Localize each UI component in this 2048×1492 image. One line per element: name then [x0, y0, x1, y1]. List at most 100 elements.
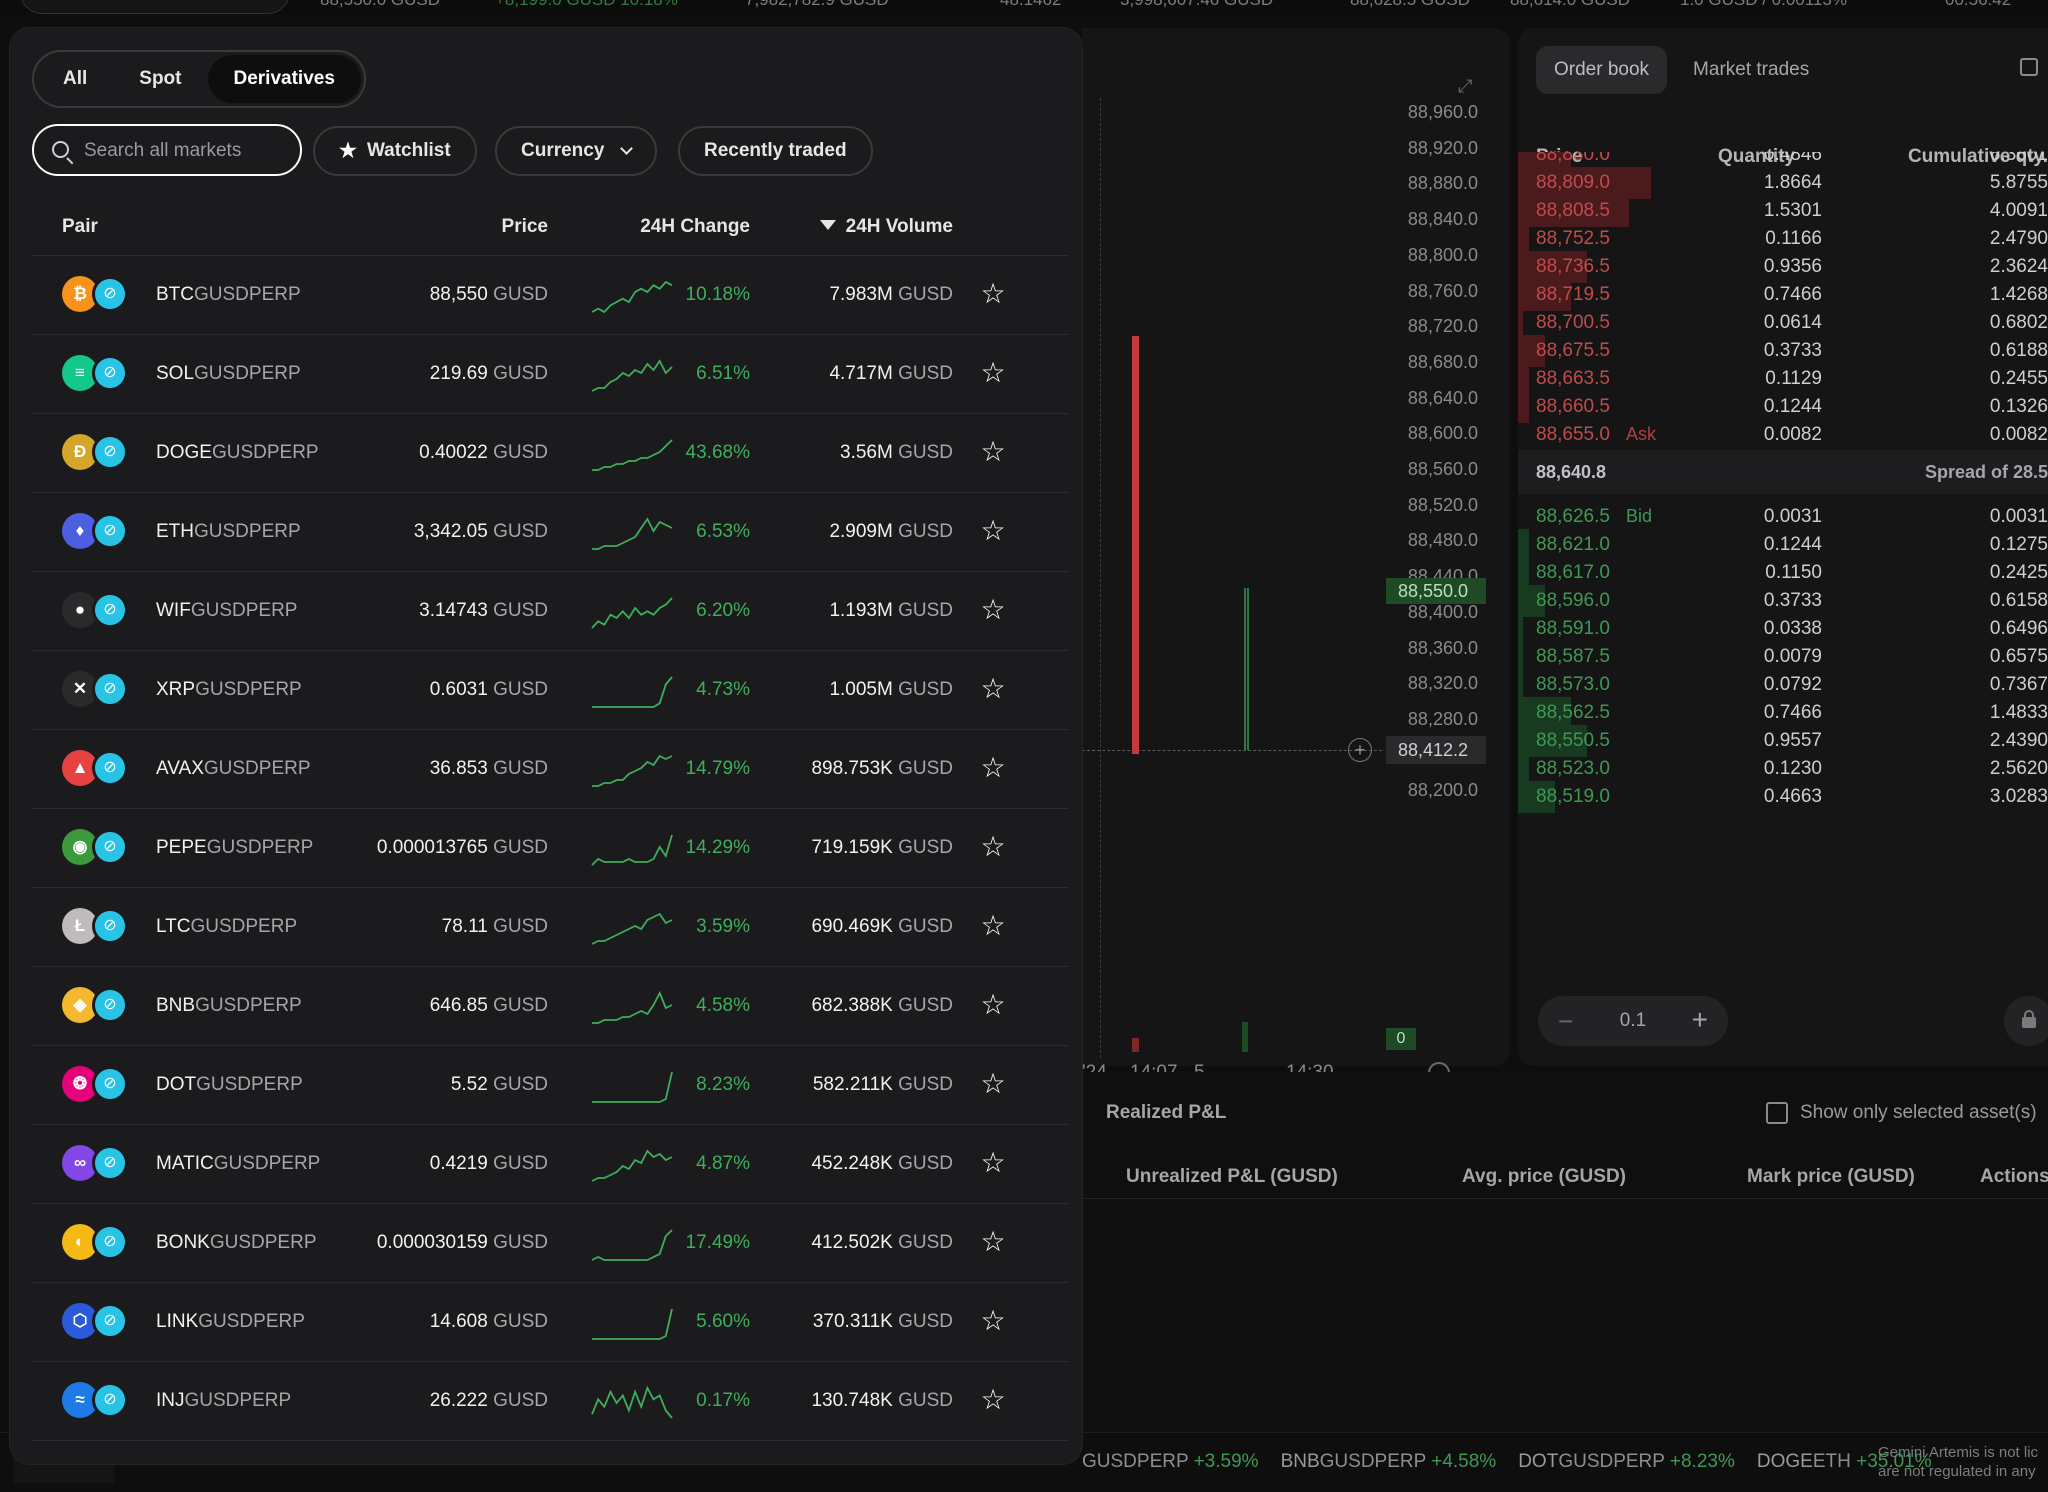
- bid-row[interactable]: 88,591.0 0.0338 0.6496: [1518, 610, 2048, 646]
- bid-row[interactable]: 88,587.5 0.0079 0.6575: [1518, 638, 2048, 674]
- expand-icon[interactable]: ⤢: [1458, 76, 1473, 96]
- ticker-item[interactable]: DOGEETH +35.01%: [1757, 1451, 1932, 1472]
- star-icon[interactable]: ☆: [980, 1226, 1006, 1257]
- disclaimer-line-1: Gemini Artemis is not lic: [1878, 1444, 2039, 1461]
- ticker-item[interactable]: GUSDPERP +3.59%: [1082, 1451, 1259, 1472]
- col-header-24h-volume[interactable]: 24H Volume: [819, 216, 953, 238]
- col-header-price[interactable]: Price: [501, 216, 548, 237]
- bid-quantity: 0.4663: [1763, 786, 1822, 807]
- star-icon[interactable]: ☆: [980, 436, 1006, 467]
- depth-bar: [1518, 753, 1529, 785]
- price-currency: GUSD: [493, 521, 548, 542]
- show-selected-toggle[interactable]: Show only selected asset(s): [1766, 1102, 2037, 1124]
- bid-row[interactable]: 88,573.0 0.0792 0.7367: [1518, 666, 2048, 702]
- watchlist-filter-button[interactable]: ★ Watchlist: [313, 126, 477, 176]
- ask-row[interactable]: 88,808.5 1.5301 4.0091: [1518, 192, 2048, 228]
- ask-row[interactable]: 88,752.5 0.1166 2.4790: [1518, 220, 2048, 256]
- star-icon[interactable]: ☆: [980, 1305, 1006, 1336]
- 24h-volume: 3.56M GUSD: [840, 442, 953, 464]
- ask-row[interactable]: 88,700.5 0.0614 0.6802: [1518, 304, 2048, 340]
- market-row-bonk[interactable]: ◐ ⊘ BONKGUSDPERP 0.000030159 GUSD 17.49% 412.…: [32, 1204, 1068, 1283]
- star-icon[interactable]: ☆: [980, 357, 1006, 388]
- ask-row[interactable]: 88,809.0 1.8664 5.8755: [1518, 164, 2048, 200]
- y-tick: 88,360.0: [1407, 637, 1478, 658]
- market-row-eth[interactable]: ♦ ⊘ ETHGUSDPERP 3,342.05 GUSD 6.53% 2.909M GU…: [32, 493, 1068, 572]
- segment-spot[interactable]: Spot: [139, 68, 182, 89]
- volume-value: 412.502K: [811, 1232, 893, 1253]
- bid-row[interactable]: 88,626.5 Bid 0.0031 0.0031: [1518, 498, 2048, 534]
- star-icon[interactable]: ☆: [980, 594, 1006, 625]
- star-icon[interactable]: ☆: [980, 989, 1006, 1020]
- depth-bar: [1518, 167, 1651, 199]
- show-selected-label: Show only selected asset(s): [1800, 1102, 2037, 1123]
- bid-row[interactable]: 88,550.5 0.9557 2.4390: [1518, 722, 2048, 758]
- market-row-wif[interactable]: ● ⊘ WIFGUSDPERP 3.14743 GUSD 6.20% 1.193M GUS…: [32, 572, 1068, 651]
- market-row-doge[interactable]: Ð ⊘ DOGEGUSDPERP 0.40022 GUSD 43.68% 3.56M GU…: [32, 414, 1068, 493]
- search-input[interactable]: [84, 138, 294, 164]
- search-box[interactable]: [32, 124, 302, 176]
- ask-row[interactable]: 88,736.5 0.9356 2.3624: [1518, 248, 2048, 284]
- increment-button[interactable]: +: [1691, 1004, 1708, 1035]
- ask-row[interactable]: 88,675.5 0.3733 0.6188: [1518, 332, 2048, 368]
- show-selected-checkbox[interactable]: [1766, 1102, 1788, 1124]
- tab-market-trades[interactable]: Market trades: [1693, 59, 1810, 80]
- segment-derivatives[interactable]: Derivatives: [207, 55, 361, 103]
- bid-row[interactable]: 88,562.5 0.7466 1.4833: [1518, 694, 2048, 730]
- bid-row[interactable]: 88,519.0 0.4663 3.0283: [1518, 778, 2048, 814]
- price-currency: GUSD: [493, 600, 548, 621]
- popout-icon[interactable]: [2020, 58, 2038, 76]
- market-selector-pill[interactable]: [20, 0, 290, 14]
- price-chart[interactable]: ⤢ 88,960.0 88,920.0 88,880.0 88,840.0 88,800…: [1082, 28, 1510, 1084]
- star-icon[interactable]: ☆: [980, 673, 1006, 704]
- ask-row[interactable]: 88,719.5 0.7466 1.4268: [1518, 276, 2048, 312]
- ask-row[interactable]: 88,660.5 0.1244 0.1326: [1518, 388, 2048, 424]
- col-header-pair[interactable]: Pair: [62, 216, 98, 237]
- volume-currency: GUSD: [898, 1232, 953, 1253]
- ticker-item[interactable]: DOTGUSDPERP +8.23%: [1518, 1451, 1735, 1472]
- lock-button[interactable]: [2004, 996, 2048, 1046]
- market-row-matic[interactable]: ∞ ⊘ MATICGUSDPERP 0.4219 GUSD 4.87% 452.248K …: [32, 1125, 1068, 1204]
- star-icon[interactable]: ☆: [980, 515, 1006, 546]
- bid-row[interactable]: 88,617.0 0.1150 0.2425: [1518, 554, 2048, 590]
- bid-row[interactable]: 88,596.0 0.3733 0.6158: [1518, 582, 2048, 618]
- star-icon[interactable]: ☆: [980, 831, 1006, 862]
- tab-order-book[interactable]: Order book: [1536, 46, 1668, 94]
- market-row-inj[interactable]: ≈ ⊘ INJGUSDPERP 26.222 GUSD 0.17% 130.748K GU…: [32, 1362, 1068, 1441]
- market-row-pepe[interactable]: ◉ ⊘ PEPEGUSDPERP 0.000013765 GUSD 14.29% 719.…: [32, 809, 1068, 888]
- bid-row[interactable]: 88,621.0 0.1244 0.1275: [1518, 526, 2048, 562]
- ask-cumulative: 5.8755: [1989, 172, 2048, 193]
- star-icon[interactable]: ☆: [980, 1147, 1006, 1178]
- market-row-sol[interactable]: ≡ ⊘ SOLGUSDPERP 219.69 GUSD 6.51% 4.717M GUSD…: [32, 335, 1068, 414]
- bid-row[interactable]: 88,523.0 0.1230 2.5620: [1518, 750, 2048, 786]
- decrement-button[interactable]: −: [1558, 1006, 1574, 1036]
- add-order-icon[interactable]: +: [1348, 738, 1372, 762]
- volume-value: 4.717M: [829, 363, 893, 384]
- star-icon[interactable]: ☆: [980, 278, 1006, 309]
- price-value: 78.11: [441, 916, 488, 937]
- recently-traded-filter-button[interactable]: Recently traded: [678, 126, 873, 176]
- star-icon[interactable]: ☆: [980, 910, 1006, 941]
- col-header-24h-change[interactable]: 24H Change: [640, 216, 750, 237]
- ask-row[interactable]: 88,655.0 Ask 0.0082 0.0082: [1518, 416, 2048, 452]
- tab-realized-pnl[interactable]: Realized P&L: [1106, 1102, 1227, 1123]
- star-icon[interactable]: ☆: [980, 1384, 1006, 1415]
- ask-row[interactable]: 88,663.5 0.1129 0.2455: [1518, 360, 2048, 396]
- ticker-item[interactable]: BNBGUSDPERP +4.58%: [1281, 1451, 1497, 1472]
- ask-row[interactable]: 88,830.0 0.4846 6.3601: [1518, 152, 2048, 172]
- currency-filter-dropdown[interactable]: Currency: [495, 126, 658, 176]
- star-icon[interactable]: ☆: [980, 752, 1006, 783]
- depth-bar: [1518, 781, 1556, 813]
- depth-bar: [1518, 223, 1529, 255]
- market-row-link[interactable]: ⬡ ⊘ LINKGUSDPERP 14.608 GUSD 5.60% 370.311K G…: [32, 1283, 1068, 1362]
- market-row-avax[interactable]: ▲ ⊘ AVAXGUSDPERP 36.853 GUSD 14.79% 898.753K …: [32, 730, 1068, 809]
- market-row-btc[interactable]: ₿ ⊘ BTCGUSDPERP 88,550 GUSD 10.18% 7.983M GUS…: [32, 256, 1068, 335]
- market-row-bnb[interactable]: ◈ ⊘ BNBGUSDPERP 646.85 GUSD 4.58% 682.388K GU…: [32, 967, 1068, 1046]
- segment-all[interactable]: All: [63, 68, 88, 89]
- star-icon[interactable]: ☆: [980, 1068, 1006, 1099]
- ticker-change: +3.59%: [1193, 1451, 1259, 1472]
- market-row-dot[interactable]: ❂ ⊘ DOTGUSDPERP 5.52 GUSD 8.23% 582.211K GUSD…: [32, 1046, 1068, 1125]
- market-row-ltc[interactable]: Ł ⊘ LTCGUSDPERP 78.11 GUSD 3.59% 690.469K GUS…: [32, 888, 1068, 967]
- market-row-xrp[interactable]: ✕ ⊘ XRPGUSDPERP 0.6031 GUSD 4.73% 1.005M GUSD…: [32, 651, 1068, 730]
- ask-quantity: 0.0082: [1763, 424, 1822, 445]
- price-grouping-stepper[interactable]: − 0.1 +: [1538, 996, 1728, 1046]
